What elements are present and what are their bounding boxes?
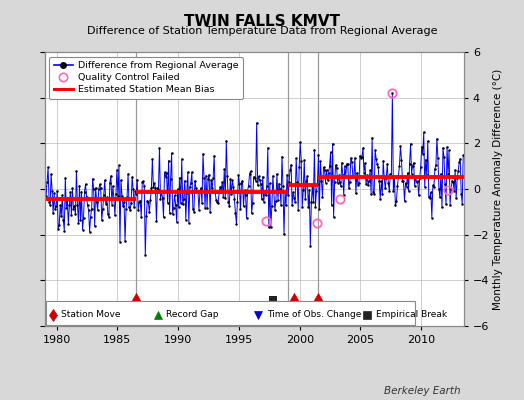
Legend: Difference from Regional Average, Quality Control Failed, Estimated Station Mean: Difference from Regional Average, Qualit…	[49, 57, 243, 99]
Text: Empirical Break: Empirical Break	[376, 310, 447, 319]
Text: Difference of Station Temperature Data from Regional Average: Difference of Station Temperature Data f…	[87, 26, 437, 36]
Text: Berkeley Earth: Berkeley Earth	[385, 386, 461, 396]
Text: Time of Obs. Change: Time of Obs. Change	[267, 310, 361, 319]
Y-axis label: Monthly Temperature Anomaly Difference (°C): Monthly Temperature Anomaly Difference (…	[494, 68, 504, 310]
Text: Record Gap: Record Gap	[166, 310, 219, 319]
Text: TWIN FALLS KMVT: TWIN FALLS KMVT	[184, 14, 340, 29]
Bar	[46, 301, 414, 325]
Text: Station Move: Station Move	[61, 310, 121, 319]
